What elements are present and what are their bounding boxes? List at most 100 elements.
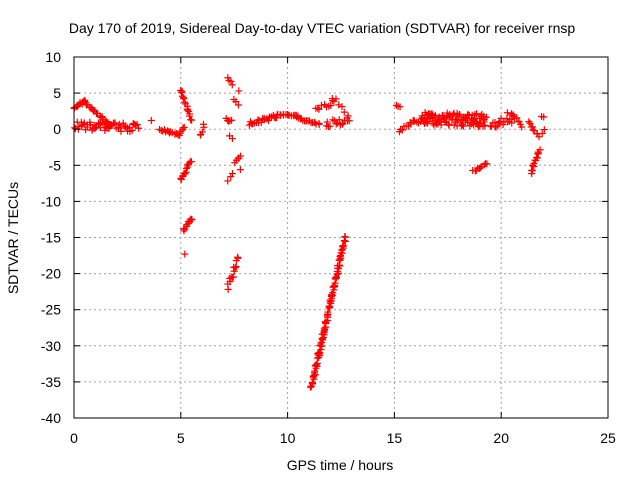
data-point [503,109,511,117]
data-point [228,116,236,124]
data-point [434,120,442,128]
data-point [177,176,185,184]
data-point [338,103,346,111]
chart-title: Day 170 of 2019, Sidereal Day-to-day VTE… [69,20,575,36]
y-tick-label: -30 [41,338,61,354]
data-point [325,304,333,312]
data-point [111,119,119,127]
data-point [449,111,457,119]
data-point [540,113,548,121]
data-point [71,124,79,132]
data-point [200,120,208,128]
data-point [102,118,110,126]
data-point [327,101,335,109]
y-tick-label: -35 [41,374,61,390]
data-point [249,120,257,128]
data-point [308,379,316,387]
data-point [536,146,544,154]
x-axis: 0 5 10 15 20 25 [70,57,616,446]
x-axis-label: GPS time / hours [287,457,394,473]
data-point [452,115,460,123]
data-point [229,273,237,281]
data-point [398,126,406,134]
data-point [106,121,114,129]
x-tick-label: 15 [387,430,403,446]
data-point [418,112,426,120]
data-point [292,113,300,121]
data-point [80,120,88,128]
y-tick-label: -5 [49,157,62,173]
data-point [157,126,165,134]
data-point [392,101,400,109]
data-point [324,308,332,316]
x-tick-label: 5 [177,430,185,446]
data-point [315,105,323,113]
y-tick-label: 10 [45,49,61,65]
data-point [227,77,235,85]
data-point [333,270,341,278]
data-point [188,216,196,224]
data-point [185,112,193,120]
data-point [184,106,192,114]
data-point [312,361,320,369]
y-tick-label: 0 [53,121,61,137]
data-point [231,264,239,272]
data-point [464,110,472,118]
y-tick-label: -40 [41,410,61,426]
data-point [332,95,340,103]
x-tick-label: 0 [70,430,78,446]
data-point [528,123,536,131]
data-point [234,101,242,109]
data-points [70,74,548,391]
data-point [311,367,319,375]
data-point [181,250,189,258]
data-point [226,274,234,282]
data-point [232,263,240,271]
data-point [492,123,500,131]
data-point [497,114,505,122]
data-point [180,123,188,131]
data-point [538,129,546,137]
data-point [147,117,155,125]
y-axis: 10 5 0 -5 -10 -15 -20 -25 -30 -35 -40 [41,49,608,426]
data-point [509,111,517,119]
data-point [234,254,242,262]
data-point [338,120,346,128]
y-axis-label: SDTVAR / TECUs [5,182,21,294]
data-point [264,117,272,125]
data-point [135,124,143,132]
data-point [540,126,548,134]
x-tick-label: 25 [600,430,616,446]
y-tick-label: -20 [41,266,61,282]
data-point [340,108,348,116]
data-point [326,122,334,130]
data-point [237,152,245,160]
data-point [396,103,404,111]
data-point [518,123,526,131]
data-point [339,242,347,250]
grid [74,57,608,418]
data-point [526,119,534,127]
data-point [227,173,235,181]
data-point [185,219,193,227]
data-point [314,104,322,112]
data-point [476,164,484,172]
data-point [315,120,323,128]
data-point [187,158,195,166]
data-point [508,119,516,127]
data-point [409,116,417,124]
data-point [345,117,353,125]
y-tick-label: -15 [41,230,61,246]
data-point [236,166,244,174]
data-point [311,118,319,126]
data-point [459,122,467,130]
data-point [335,101,343,109]
x-tick-label: 10 [280,430,296,446]
data-point [530,126,538,134]
data-point [425,117,433,125]
data-point [456,111,464,119]
y-tick-label: -10 [41,193,61,209]
data-point [91,124,99,132]
data-point [182,164,190,172]
